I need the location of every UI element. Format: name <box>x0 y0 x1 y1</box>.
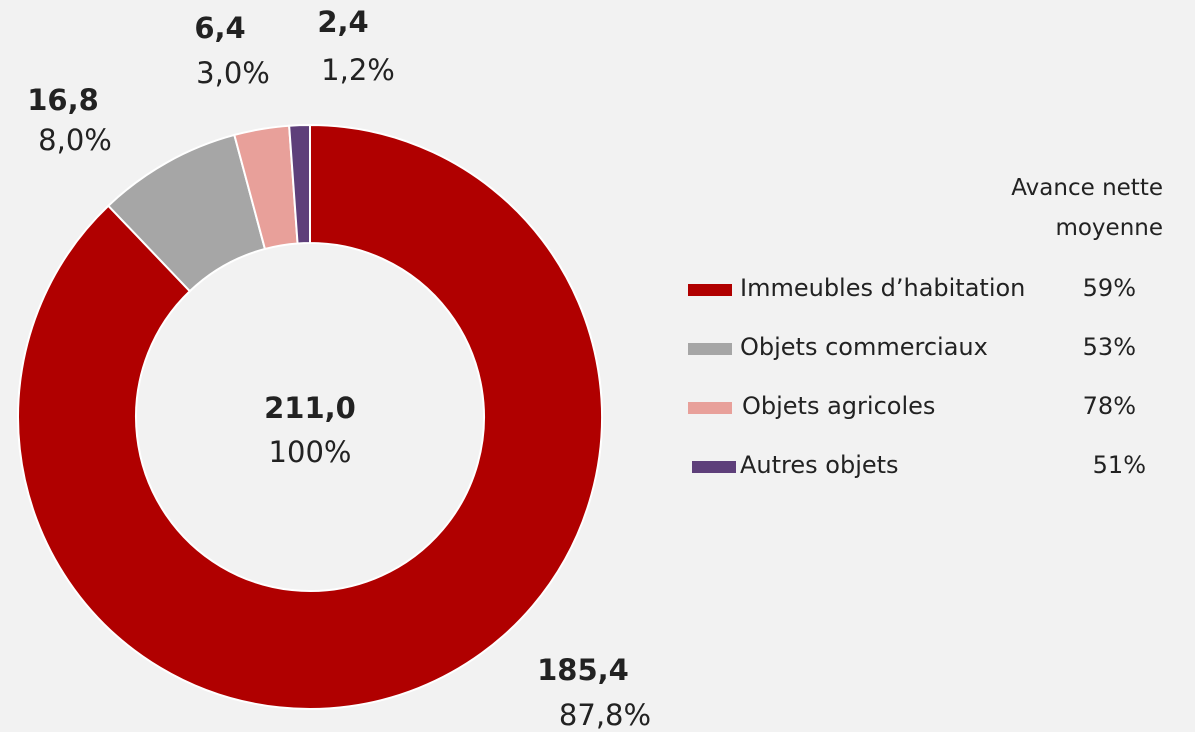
share-label: 3,0% <box>196 56 270 90</box>
advance-label: 59% <box>1082 274 1136 302</box>
advance-label: 51% <box>1092 451 1146 479</box>
legend-swatch <box>688 402 732 414</box>
advance-label: 53% <box>1082 333 1136 361</box>
total-label: 211,0 <box>264 391 356 425</box>
legend-swatch <box>688 343 732 355</box>
value-label: 185,4 <box>537 653 629 687</box>
share-label: 8,0% <box>38 123 112 157</box>
value-label: 2,4 <box>317 5 369 39</box>
total-share-label: 100% <box>268 435 352 469</box>
value-label: 6,4 <box>194 11 246 45</box>
legend-label: Autres objets <box>740 451 899 479</box>
donut-segment <box>288 123 311 245</box>
legend-label: Immeubles d’habitation <box>740 274 1026 302</box>
legend-title: Avance nette moyenne <box>1011 175 1163 241</box>
share-label: 1,2% <box>321 53 395 87</box>
value-label: 16,8 <box>27 83 99 117</box>
share-label: 87,8% <box>558 698 652 732</box>
advance-label: 78% <box>1082 392 1136 420</box>
legend-label: Objets agricoles <box>742 392 936 420</box>
legend-label: Objets commerciaux <box>740 333 988 361</box>
donut-segment <box>17 123 603 710</box>
legend-swatch <box>692 461 736 473</box>
legend-swatch <box>688 284 732 296</box>
